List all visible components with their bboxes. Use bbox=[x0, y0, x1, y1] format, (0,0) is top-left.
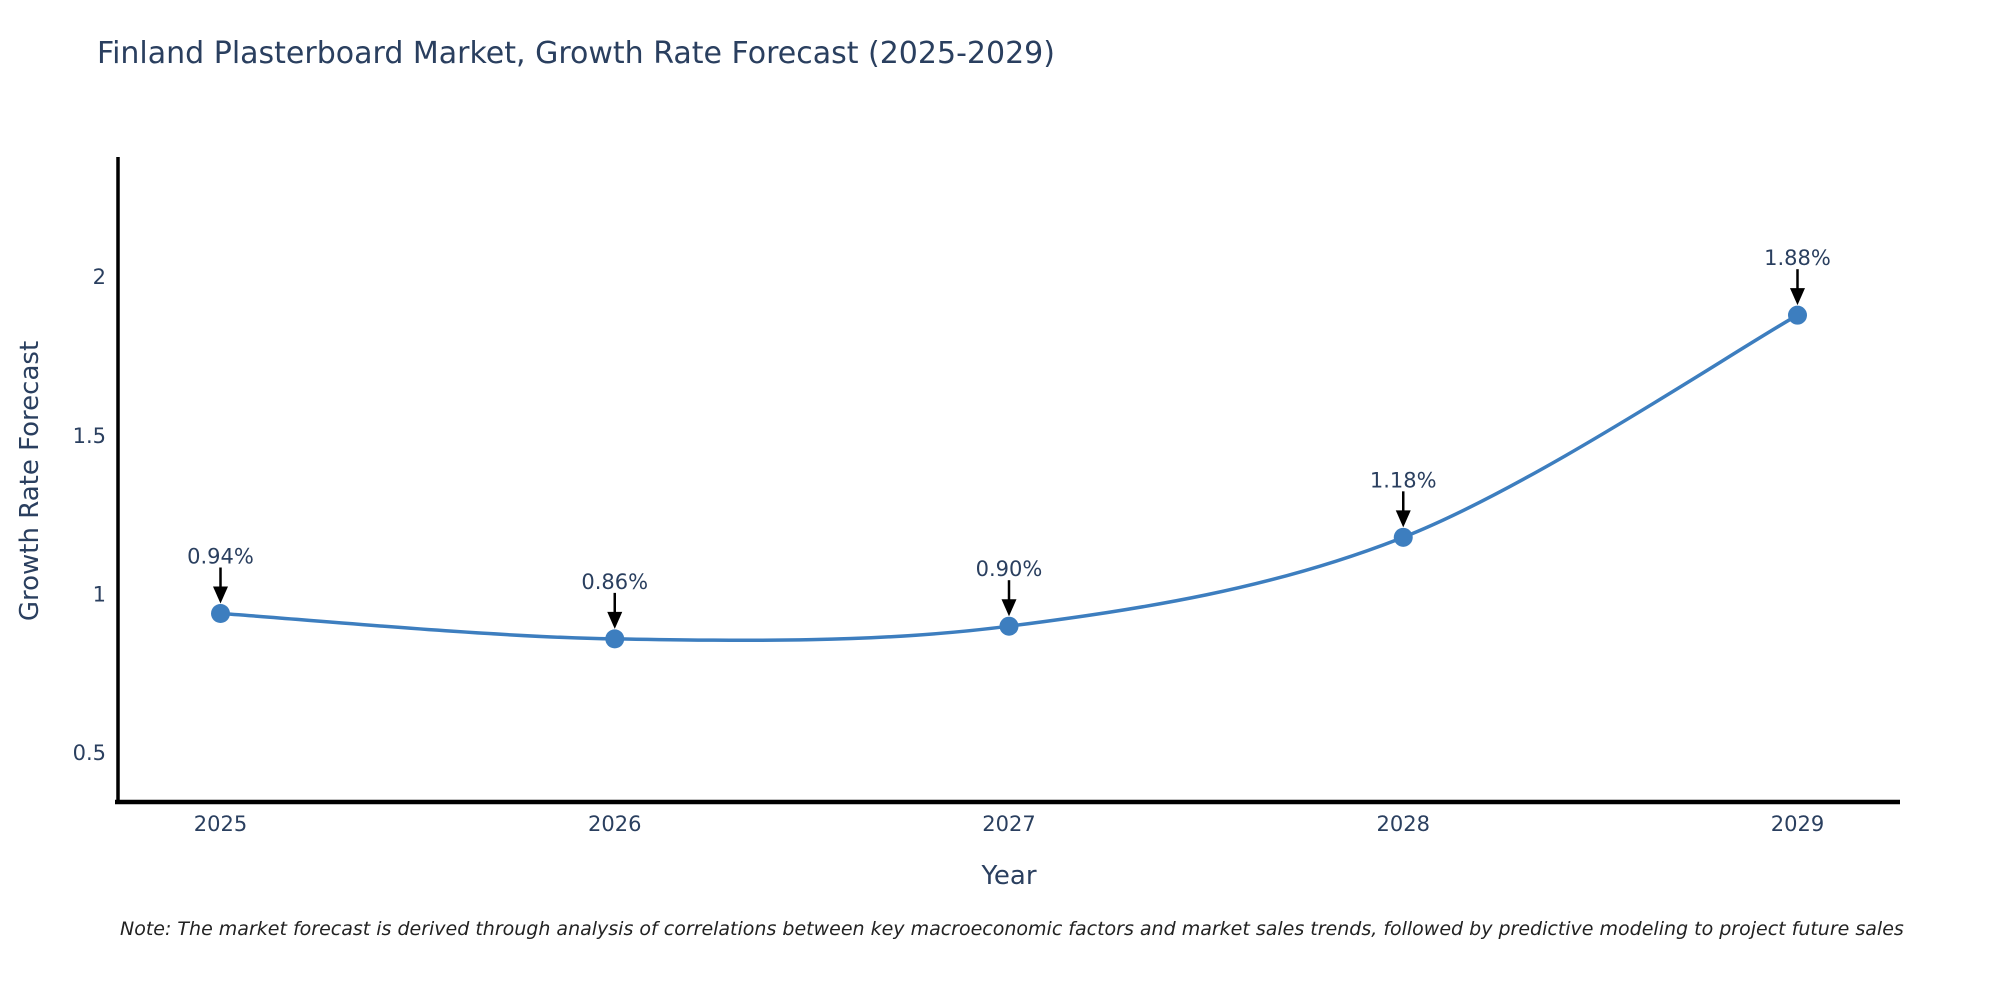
annotation-label-2029: 1.88% bbox=[1764, 246, 1831, 270]
footnote: Note: The market forecast is derived thr… bbox=[120, 918, 1904, 940]
x-tick-label-2026: 2026 bbox=[588, 812, 641, 836]
annotation-label-2025: 0.94% bbox=[187, 544, 254, 568]
series-line-growth-rate bbox=[218, 313, 1800, 643]
annotation-label-2028: 1.18% bbox=[1370, 468, 1437, 492]
x-tick-label-2028: 2028 bbox=[1377, 812, 1430, 836]
x-tick-label-2025: 2025 bbox=[194, 812, 247, 836]
annotation-label-2026: 0.86% bbox=[581, 570, 648, 594]
annotation-arrowhead-2029 bbox=[1789, 288, 1805, 306]
x-tick-label-2029: 2029 bbox=[1771, 812, 1824, 836]
data-point-2028 bbox=[1393, 527, 1413, 547]
annotation-arrowhead-2027 bbox=[1001, 599, 1017, 617]
annotation-label-2027: 0.90% bbox=[976, 557, 1043, 581]
x-tick-label-2027: 2027 bbox=[982, 812, 1035, 836]
y-tick-label-2: 2 bbox=[93, 265, 106, 289]
data-point-2026 bbox=[605, 629, 625, 649]
chart-title: Finland Plasterboard Market, Growth Rate… bbox=[97, 36, 1055, 71]
data-point-2025 bbox=[211, 603, 231, 623]
annotation-arrowhead-2025 bbox=[213, 586, 229, 604]
data-point-2029 bbox=[1787, 305, 1807, 325]
annotation-arrowhead-2028 bbox=[1395, 510, 1411, 528]
y-tick-label-0.5: 0.5 bbox=[73, 741, 106, 765]
annotation-arrowhead-2026 bbox=[607, 611, 623, 629]
y-tick-label-1: 1 bbox=[93, 582, 106, 606]
data-point-2027 bbox=[999, 616, 1019, 636]
x-axis-title: Year bbox=[981, 861, 1037, 891]
y-tick-label-1.5: 1.5 bbox=[73, 424, 106, 448]
